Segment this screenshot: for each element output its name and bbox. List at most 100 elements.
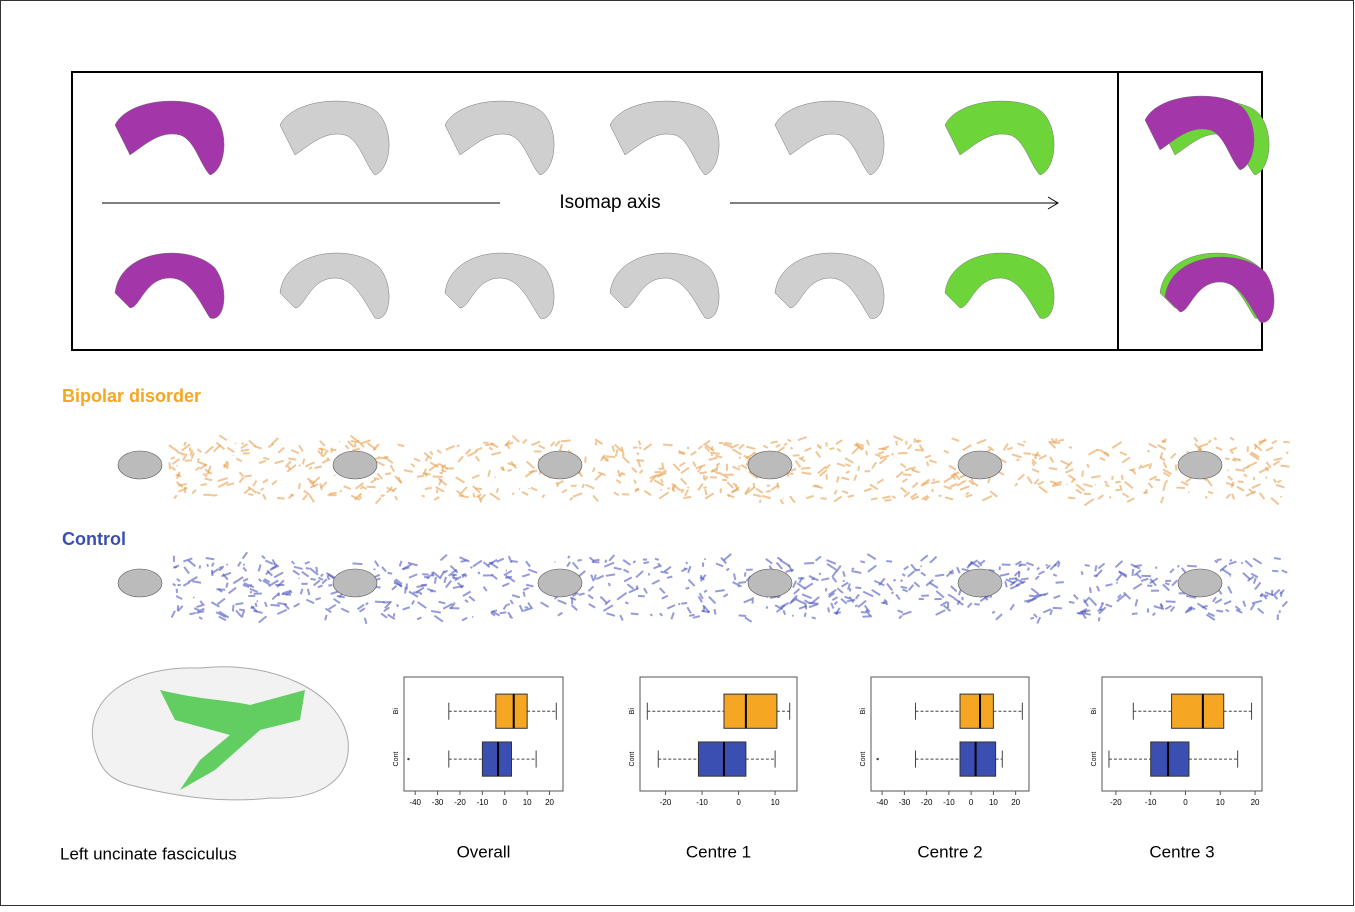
streak (715, 590, 725, 591)
box (1151, 742, 1189, 776)
streak (381, 495, 385, 496)
streak (1272, 571, 1278, 572)
streak (235, 603, 243, 604)
streak (1082, 571, 1083, 575)
streak (625, 602, 628, 603)
streak (745, 572, 746, 576)
streak (1056, 439, 1057, 442)
seed-shape (1178, 451, 1222, 479)
streak (705, 489, 706, 495)
streak (511, 561, 517, 562)
x-tick-label: 20 (1251, 798, 1260, 807)
streak (227, 564, 228, 565)
streak (476, 488, 482, 489)
streak (1274, 558, 1281, 559)
x-tick-label: 0 (969, 798, 974, 807)
x-tick-label: 10 (989, 798, 998, 807)
streak (704, 487, 707, 488)
streak (1286, 452, 1288, 453)
streak (689, 615, 694, 616)
streak (1117, 582, 1118, 583)
caption: Left uncinate fasciculus (60, 844, 237, 863)
streak (739, 615, 747, 616)
group-label: Control (62, 529, 126, 549)
streak (830, 448, 835, 449)
streak (673, 486, 674, 492)
streak (1281, 466, 1290, 467)
streak (1009, 578, 1017, 579)
streak (805, 613, 806, 617)
seed-shape (333, 569, 377, 597)
streak (582, 484, 583, 488)
streak (255, 603, 256, 607)
streak (1023, 442, 1025, 443)
streak (1230, 559, 1232, 561)
streak (801, 468, 811, 469)
streak (974, 604, 979, 605)
y-label: Cont (860, 752, 867, 767)
streak (239, 609, 245, 610)
x-tick-label: -20 (660, 798, 672, 807)
streak (754, 483, 755, 488)
x-tick-label: -30 (899, 798, 911, 807)
streak (663, 445, 672, 446)
streak (683, 497, 691, 498)
streak (724, 443, 731, 444)
chart-title: Centre 1 (686, 842, 751, 861)
streak (175, 567, 177, 568)
streak (852, 568, 854, 569)
seed-shape (333, 451, 377, 479)
streak (303, 459, 304, 465)
streak (892, 453, 893, 455)
streak (643, 562, 648, 563)
streak (1115, 482, 1121, 483)
streak (1028, 568, 1030, 571)
streak (507, 470, 511, 471)
streak (198, 458, 200, 460)
streak (473, 493, 474, 498)
streak (169, 462, 170, 469)
streak (385, 473, 391, 474)
streak (451, 575, 456, 576)
streak (340, 490, 341, 492)
outlier (876, 758, 878, 760)
x-tick-label: -20 (921, 798, 933, 807)
x-tick-label: -30 (432, 798, 444, 807)
outlier (407, 758, 409, 760)
streak (310, 579, 315, 580)
streak (813, 486, 820, 487)
streak (1056, 582, 1064, 583)
streak (896, 441, 897, 445)
streak (523, 592, 524, 597)
streak (184, 442, 185, 446)
streak (306, 568, 309, 569)
streak (1085, 565, 1090, 566)
streak (360, 488, 361, 489)
streak (1279, 611, 1280, 613)
seed-shape (958, 569, 1002, 597)
y-label: Cont (629, 752, 636, 767)
streak (714, 609, 715, 615)
streak (193, 597, 194, 598)
streak (378, 457, 386, 458)
figure: Isomap axis Bipolar disorder Control Lef… (0, 0, 1355, 907)
box (482, 742, 511, 776)
streak (686, 588, 690, 589)
streak (507, 604, 510, 605)
streak (766, 491, 771, 492)
y-label: Bi (860, 708, 867, 715)
x-tick-label: -20 (1110, 798, 1122, 807)
streak (892, 592, 894, 594)
box (960, 742, 996, 776)
streak (767, 606, 768, 608)
box (1172, 694, 1224, 728)
streak (423, 474, 431, 475)
streak (681, 490, 684, 491)
box (698, 742, 745, 776)
streak (226, 583, 227, 588)
streak (884, 599, 885, 603)
y-label: Bi (393, 708, 400, 715)
streak (915, 450, 921, 451)
streak (661, 489, 662, 490)
streak (734, 574, 735, 580)
